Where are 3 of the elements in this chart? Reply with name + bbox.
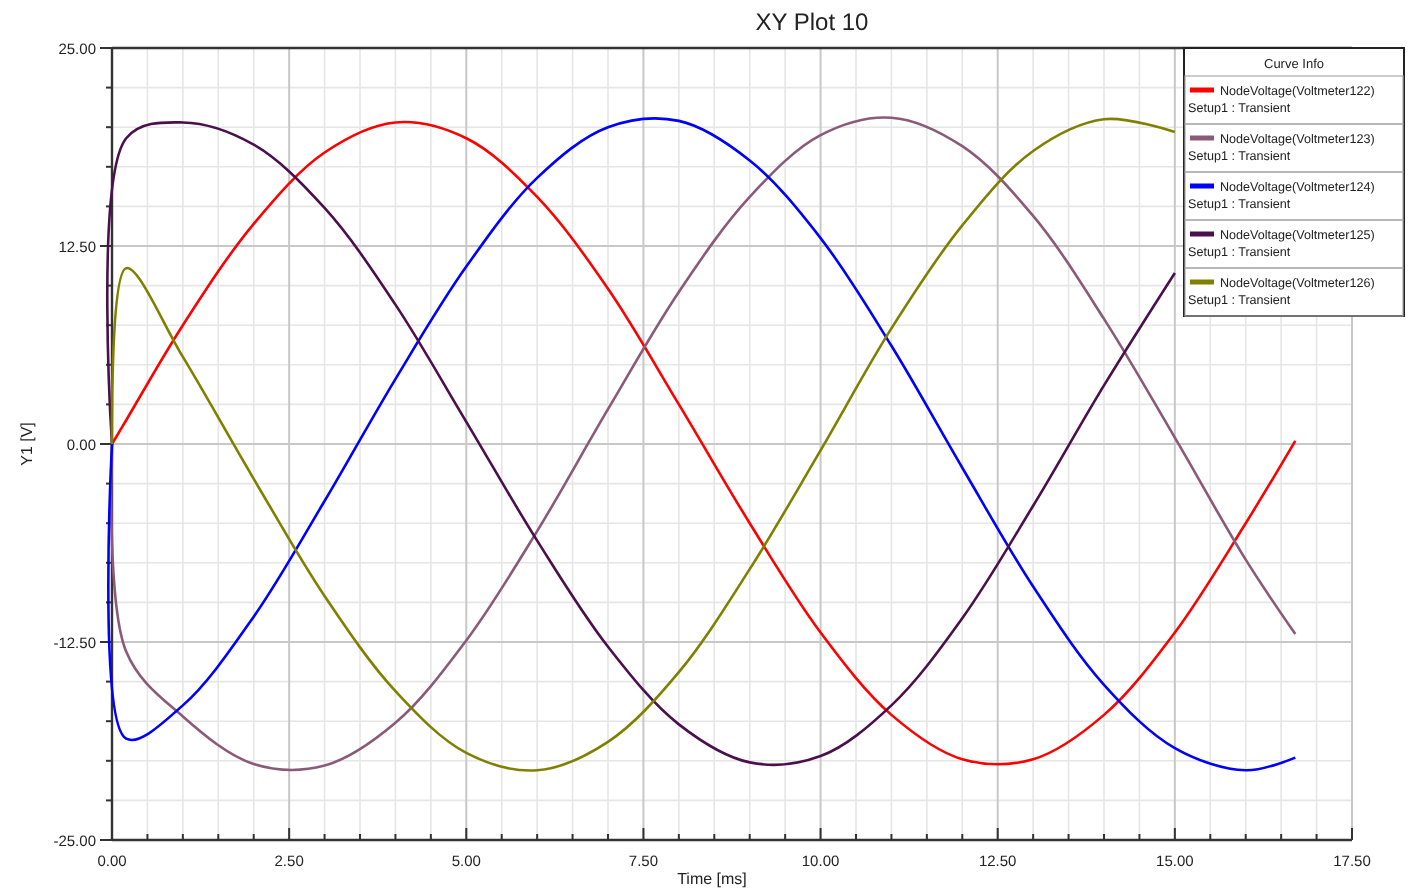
y-axis-title: Y1 [V] [18, 422, 36, 466]
chart-title: XY Plot 10 [755, 8, 870, 36]
x-axis-title: Time [ms] [677, 870, 747, 888]
